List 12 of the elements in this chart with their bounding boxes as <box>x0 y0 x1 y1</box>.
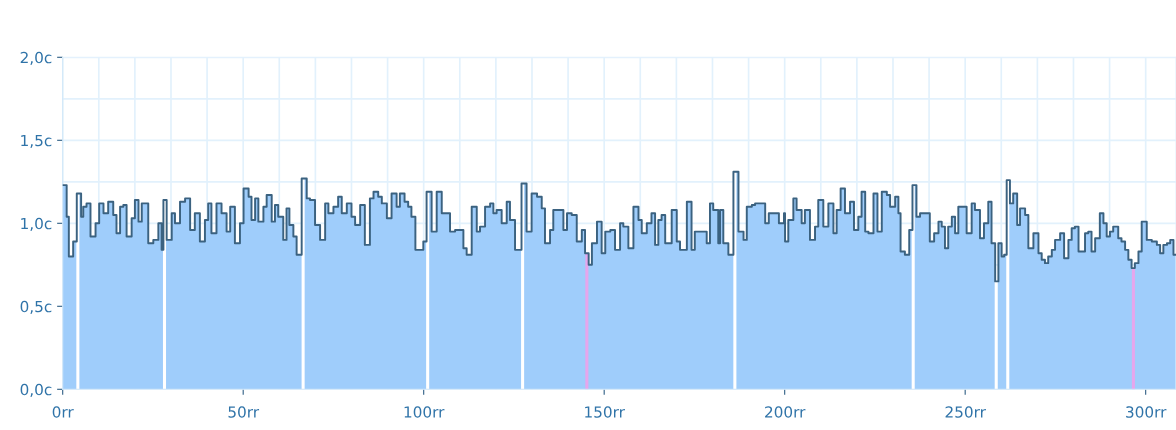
x-tick-label: 50rr <box>228 406 260 418</box>
y-tick-label: 1,0c <box>21 217 52 231</box>
y-tick-label: 1,5c <box>21 134 52 148</box>
x-tick-label: 150rr <box>585 406 625 418</box>
y-tick-label: 0,0c <box>20 383 52 397</box>
x-tick-label: 100rr <box>404 406 445 418</box>
y-tick-label: 0,5c <box>20 300 52 314</box>
y-tick-label: 2,0c <box>20 51 52 65</box>
x-tick-label: 0rr <box>52 406 74 418</box>
x-tick-label: 200rr <box>765 406 806 418</box>
x-tick-label: 300rr <box>1126 406 1167 418</box>
x-tick-label: 250rr <box>945 406 986 418</box>
